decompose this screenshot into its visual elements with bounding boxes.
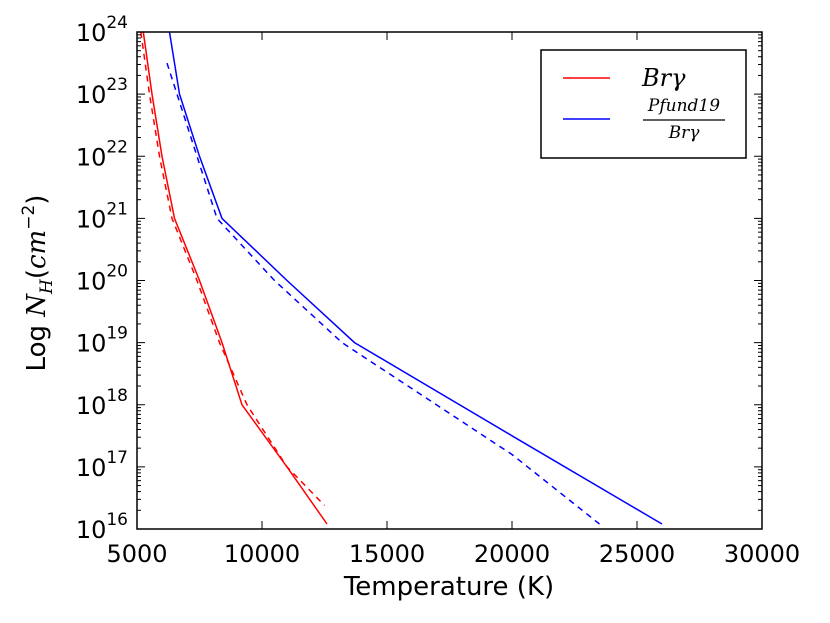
y-tick-label: 1020 [76, 262, 128, 296]
series-line-2 [140, 32, 326, 506]
y-axis-label-close: ) [22, 195, 52, 205]
y-tick-label: 1024 [76, 13, 128, 47]
y-tick-exponent: 19 [106, 324, 128, 344]
legend-label-ratio-numerator: Pfund19 [647, 96, 720, 116]
y-axis-label: Log NH(cm−2) [19, 195, 57, 372]
series-line-4 [166, 62, 600, 525]
y-axis-label-prefix: Log [22, 317, 52, 372]
y-tick-base: 10 [76, 268, 107, 296]
y-tick-exponent: 18 [106, 386, 128, 406]
legend-label-ratio-denominator: Brγ [668, 123, 701, 143]
y-tick-exponent: 21 [106, 199, 128, 219]
y-tick-base: 10 [76, 330, 107, 358]
y-tick-label: 1021 [76, 199, 128, 233]
y-tick-label: 1018 [76, 386, 128, 420]
y-tick-exponent: 22 [106, 137, 128, 157]
series-line-3 [168, 32, 663, 525]
y-axis-label-sub: H [37, 278, 57, 295]
x-axis-label: Temperature (K) [343, 572, 554, 602]
y-tick-base: 10 [76, 392, 107, 420]
y-tick-exponent: 16 [106, 510, 128, 530]
legend-label-bry: Brγ [641, 64, 686, 92]
y-axis-label-unit: cm [22, 230, 52, 269]
x-tick-label: 10000 [224, 540, 300, 568]
y-tick-exponent: 23 [106, 75, 128, 95]
y-tick-base: 10 [76, 205, 107, 233]
y-tick-base: 10 [76, 454, 107, 482]
y-tick-exponent: 20 [106, 262, 128, 282]
legend-box [540, 49, 747, 159]
x-tick-label: 20000 [474, 540, 550, 568]
y-tick-label: 1016 [76, 510, 128, 544]
x-tick-label: 25000 [599, 540, 675, 568]
y-tick-label: 1023 [76, 75, 128, 109]
x-tick-labels: 5000 10000 15000 20000 25000 30000 [106, 540, 800, 568]
series-line-1 [142, 32, 328, 525]
y-axis-label-exp: −2 [19, 205, 39, 230]
x-tick-label: 5000 [106, 540, 167, 568]
y-axis-label-var: N [22, 293, 52, 318]
y-tick-base: 10 [76, 143, 107, 171]
x-tick-label: 30000 [724, 540, 800, 568]
legend: Brγ Pfund19 Brγ [540, 49, 747, 159]
series-layer [140, 32, 663, 525]
y-axis-label-open: ( [22, 269, 52, 279]
y-tick-exponent: 17 [106, 448, 128, 468]
x-tick-label: 15000 [349, 540, 425, 568]
y-tick-label: 1022 [76, 137, 128, 171]
y-tick-base: 10 [76, 81, 107, 109]
y-tick-exponent: 24 [106, 13, 128, 33]
ticks-layer [136, 31, 763, 530]
y-tick-label: 1019 [76, 324, 128, 358]
y-tick-base: 10 [76, 516, 107, 544]
y-tick-base: 10 [76, 19, 107, 47]
y-tick-label: 1017 [76, 448, 128, 482]
